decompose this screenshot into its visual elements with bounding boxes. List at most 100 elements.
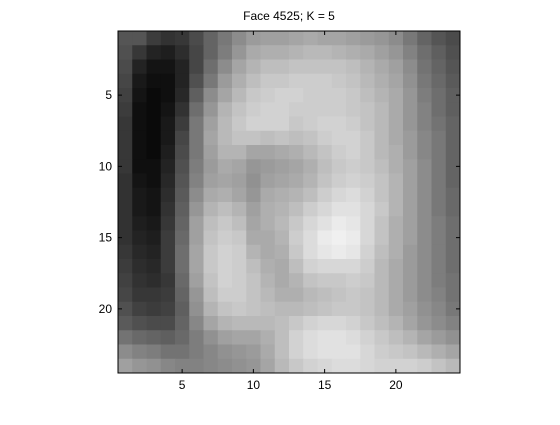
heatmap-cell	[360, 59, 375, 75]
heatmap-cell	[175, 230, 190, 246]
y-tick-label: 15	[99, 231, 113, 245]
heatmap-cell	[132, 73, 147, 89]
heatmap-cell	[232, 102, 247, 117]
heatmap-cell	[260, 130, 276, 146]
heatmap-cell	[360, 102, 375, 117]
heatmap-cell	[118, 344, 133, 360]
heatmap-cell	[374, 173, 390, 189]
heatmap-cell	[303, 230, 318, 246]
heatmap-cell	[360, 344, 375, 360]
heatmap-cell	[445, 31, 461, 46]
heatmap-cell	[175, 159, 190, 174]
heatmap-cell	[132, 273, 147, 288]
heatmap-cell	[346, 187, 361, 203]
heatmap-cell	[417, 88, 432, 103]
heatmap-cell	[388, 301, 404, 317]
y-tick-label: 20	[99, 302, 113, 316]
heatmap-cell	[317, 45, 333, 60]
heatmap-cell	[317, 130, 333, 146]
heatmap-cell	[346, 244, 361, 260]
heatmap-cell	[132, 173, 147, 189]
heatmap-cell	[217, 130, 233, 146]
heatmap-cell	[260, 259, 276, 274]
heatmap-cell	[146, 45, 162, 60]
heatmap-cell	[246, 145, 261, 160]
heatmap-cell	[246, 330, 261, 345]
heatmap-cell	[303, 130, 318, 146]
heatmap-cell	[388, 344, 404, 360]
heatmap-cell	[374, 216, 390, 231]
heatmap-cell	[203, 145, 219, 160]
heatmap-cell	[232, 230, 247, 246]
heatmap-cell	[217, 358, 233, 374]
heatmap-cell	[346, 59, 361, 75]
heatmap-cell	[388, 173, 404, 189]
heatmap-cell	[374, 301, 390, 317]
heatmap-cell	[160, 145, 176, 160]
heatmap-cell	[445, 344, 461, 360]
heatmap-cell	[274, 358, 290, 374]
heatmap-cell	[431, 73, 447, 89]
heatmap-cell	[132, 244, 147, 260]
heatmap-cell	[431, 344, 447, 360]
heatmap-cell	[160, 301, 176, 317]
heatmap-cell	[374, 31, 390, 46]
heatmap-cell	[331, 73, 347, 89]
heatmap-cell	[331, 244, 347, 260]
heatmap-cell	[246, 59, 261, 75]
heatmap-cell	[232, 273, 247, 288]
heatmap-cell	[146, 344, 162, 360]
heatmap-cell	[246, 273, 261, 288]
heatmap-cell	[431, 316, 447, 331]
heatmap-cell	[374, 244, 390, 260]
heatmap-cell	[403, 358, 418, 374]
heatmap-cell	[360, 230, 375, 246]
heatmap-cell	[189, 287, 204, 303]
heatmap-cell	[303, 301, 318, 317]
heatmap-cell	[217, 187, 233, 203]
heatmap-cell	[317, 344, 333, 360]
heatmap-cell	[445, 202, 461, 217]
heatmap-cell	[232, 316, 247, 331]
heatmap-cell	[203, 216, 219, 231]
heatmap-cell	[260, 230, 276, 246]
heatmap-cell	[417, 187, 432, 203]
heatmap-cell	[189, 344, 204, 360]
heatmap-cell	[360, 73, 375, 89]
heatmap-cell	[346, 358, 361, 374]
heatmap-cell	[175, 45, 190, 60]
heatmap-cell	[346, 330, 361, 345]
heatmap-cell	[303, 187, 318, 203]
heatmap-cell	[118, 287, 133, 303]
heatmap-cell	[217, 344, 233, 360]
heatmap-cell	[175, 73, 190, 89]
heatmap-cell	[160, 31, 176, 46]
heatmap-cell	[175, 316, 190, 331]
heatmap-cell	[445, 145, 461, 160]
heatmap-cell	[217, 273, 233, 288]
heatmap-cell	[274, 102, 290, 117]
heatmap-cell	[274, 73, 290, 89]
heatmap-cell	[189, 45, 204, 60]
heatmap-cell	[175, 202, 190, 217]
heatmap-cell	[118, 145, 133, 160]
heatmap-cell	[431, 259, 447, 274]
heatmap-cell	[289, 230, 304, 246]
heatmap-cell	[317, 102, 333, 117]
heatmap-cell	[246, 244, 261, 260]
heatmap-cell	[331, 287, 347, 303]
heatmap-cell	[289, 88, 304, 103]
heatmap-cell	[360, 316, 375, 331]
heatmap-cell	[388, 358, 404, 374]
heatmap-cell	[175, 130, 190, 146]
heatmap-cell	[118, 130, 133, 146]
heatmap-cell	[303, 316, 318, 331]
heatmap-cell	[417, 73, 432, 89]
heatmap-cell	[360, 88, 375, 103]
heatmap-cell	[132, 187, 147, 203]
heatmap-cell	[189, 88, 204, 103]
heatmap-cell	[160, 273, 176, 288]
heatmap-cell	[160, 159, 176, 174]
heatmap-cell	[118, 116, 133, 132]
heatmap-cell	[260, 159, 276, 174]
